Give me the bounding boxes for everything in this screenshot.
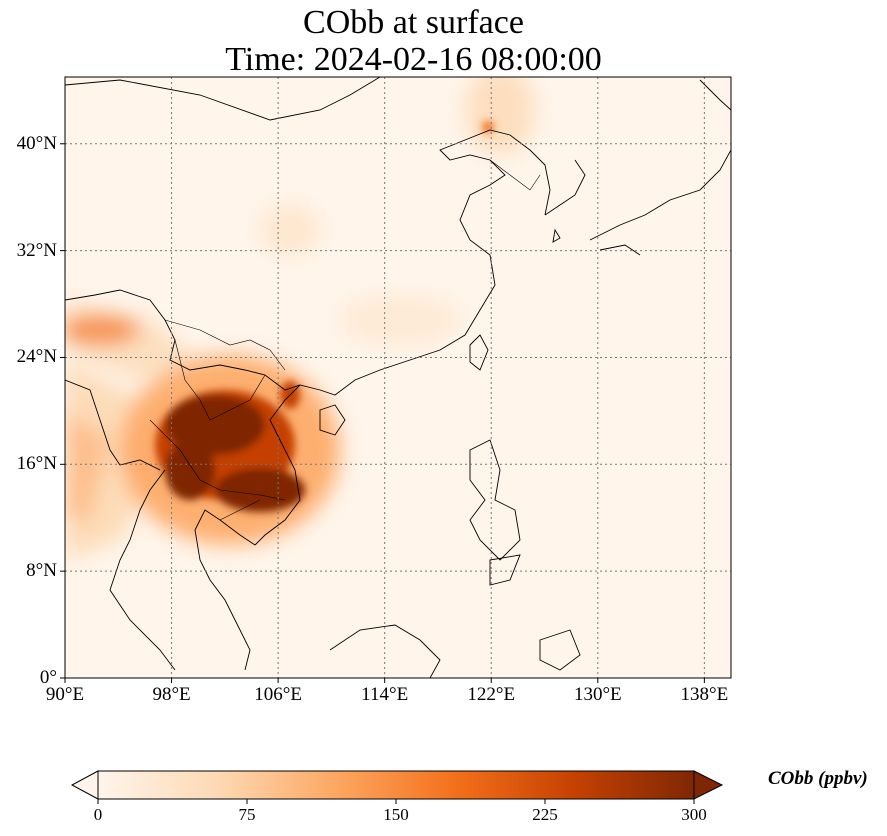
lon-tick-label: 98°E <box>152 684 191 705</box>
axis-tick-marks <box>60 143 705 683</box>
lon-tick-label: 130°E <box>573 684 622 705</box>
map-frame <box>64 76 732 679</box>
lat-tick-label: 24°N <box>16 346 57 368</box>
lat-tick-label: 8°N <box>26 560 57 582</box>
colorbar-extend-min <box>70 770 99 800</box>
lon-tick-label: 106°E <box>254 684 302 705</box>
lat-tick-label: 40°N <box>16 132 57 154</box>
lon-tick-label: 122°E <box>467 684 516 705</box>
map-gridlines <box>65 77 731 678</box>
colorbar-tick-label: 150 <box>383 805 409 824</box>
colorbar-tick-label: 0 <box>93 805 103 824</box>
colorbar <box>70 770 724 804</box>
lon-tick-label: 138°E <box>680 684 729 705</box>
colorbar-tick-label: 300 <box>681 805 707 824</box>
lon-tick-label: 114°E <box>361 684 409 705</box>
lat-tick-label: 0° <box>39 667 57 688</box>
country-borders <box>149 159 541 521</box>
colorbar-tick-label: 75 <box>238 805 256 824</box>
map-time-subtitle: Time: 2024-02-16 08:00:00 <box>225 41 602 78</box>
lon-tick-label: 90°E <box>45 684 85 705</box>
cobb-hotspot-indochina <box>155 121 494 512</box>
map-title: CObb at surface <box>303 4 524 41</box>
colorbar-ramp <box>98 771 694 799</box>
lat-tick-label: 16°N <box>16 453 57 475</box>
colorbar-label: CObb (ppbv) <box>768 768 868 789</box>
lat-tick-label: 32°N <box>16 239 57 261</box>
colorbar-tick-label: 225 <box>532 805 558 824</box>
colorbar-extend-max <box>693 770 724 800</box>
